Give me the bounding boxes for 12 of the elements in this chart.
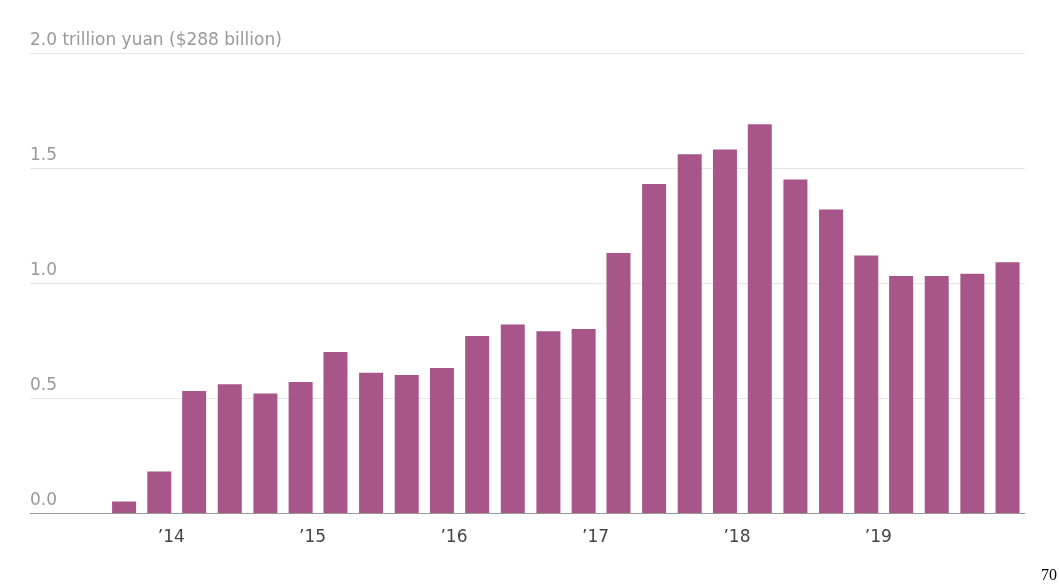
text: 70 [1041,565,1057,583]
y-tick-label: 0.5 [30,373,58,394]
y-tick-label: 0.0 [30,488,58,509]
y-tick-label: 2.0 trillion yuan ($288 billion) [30,28,282,49]
x-tick-label: ’17 [582,525,610,546]
x-tick-label: ’16 [440,525,468,546]
x-tick-label: ’18 [723,525,751,546]
x-tick-label: ’15 [299,525,327,546]
y-tick-label: 1.5 [30,143,58,164]
y-tick-label: 1.0 [30,258,58,279]
x-tick-label: ’14 [157,525,185,546]
x-tick-label: ’19 [864,525,892,546]
